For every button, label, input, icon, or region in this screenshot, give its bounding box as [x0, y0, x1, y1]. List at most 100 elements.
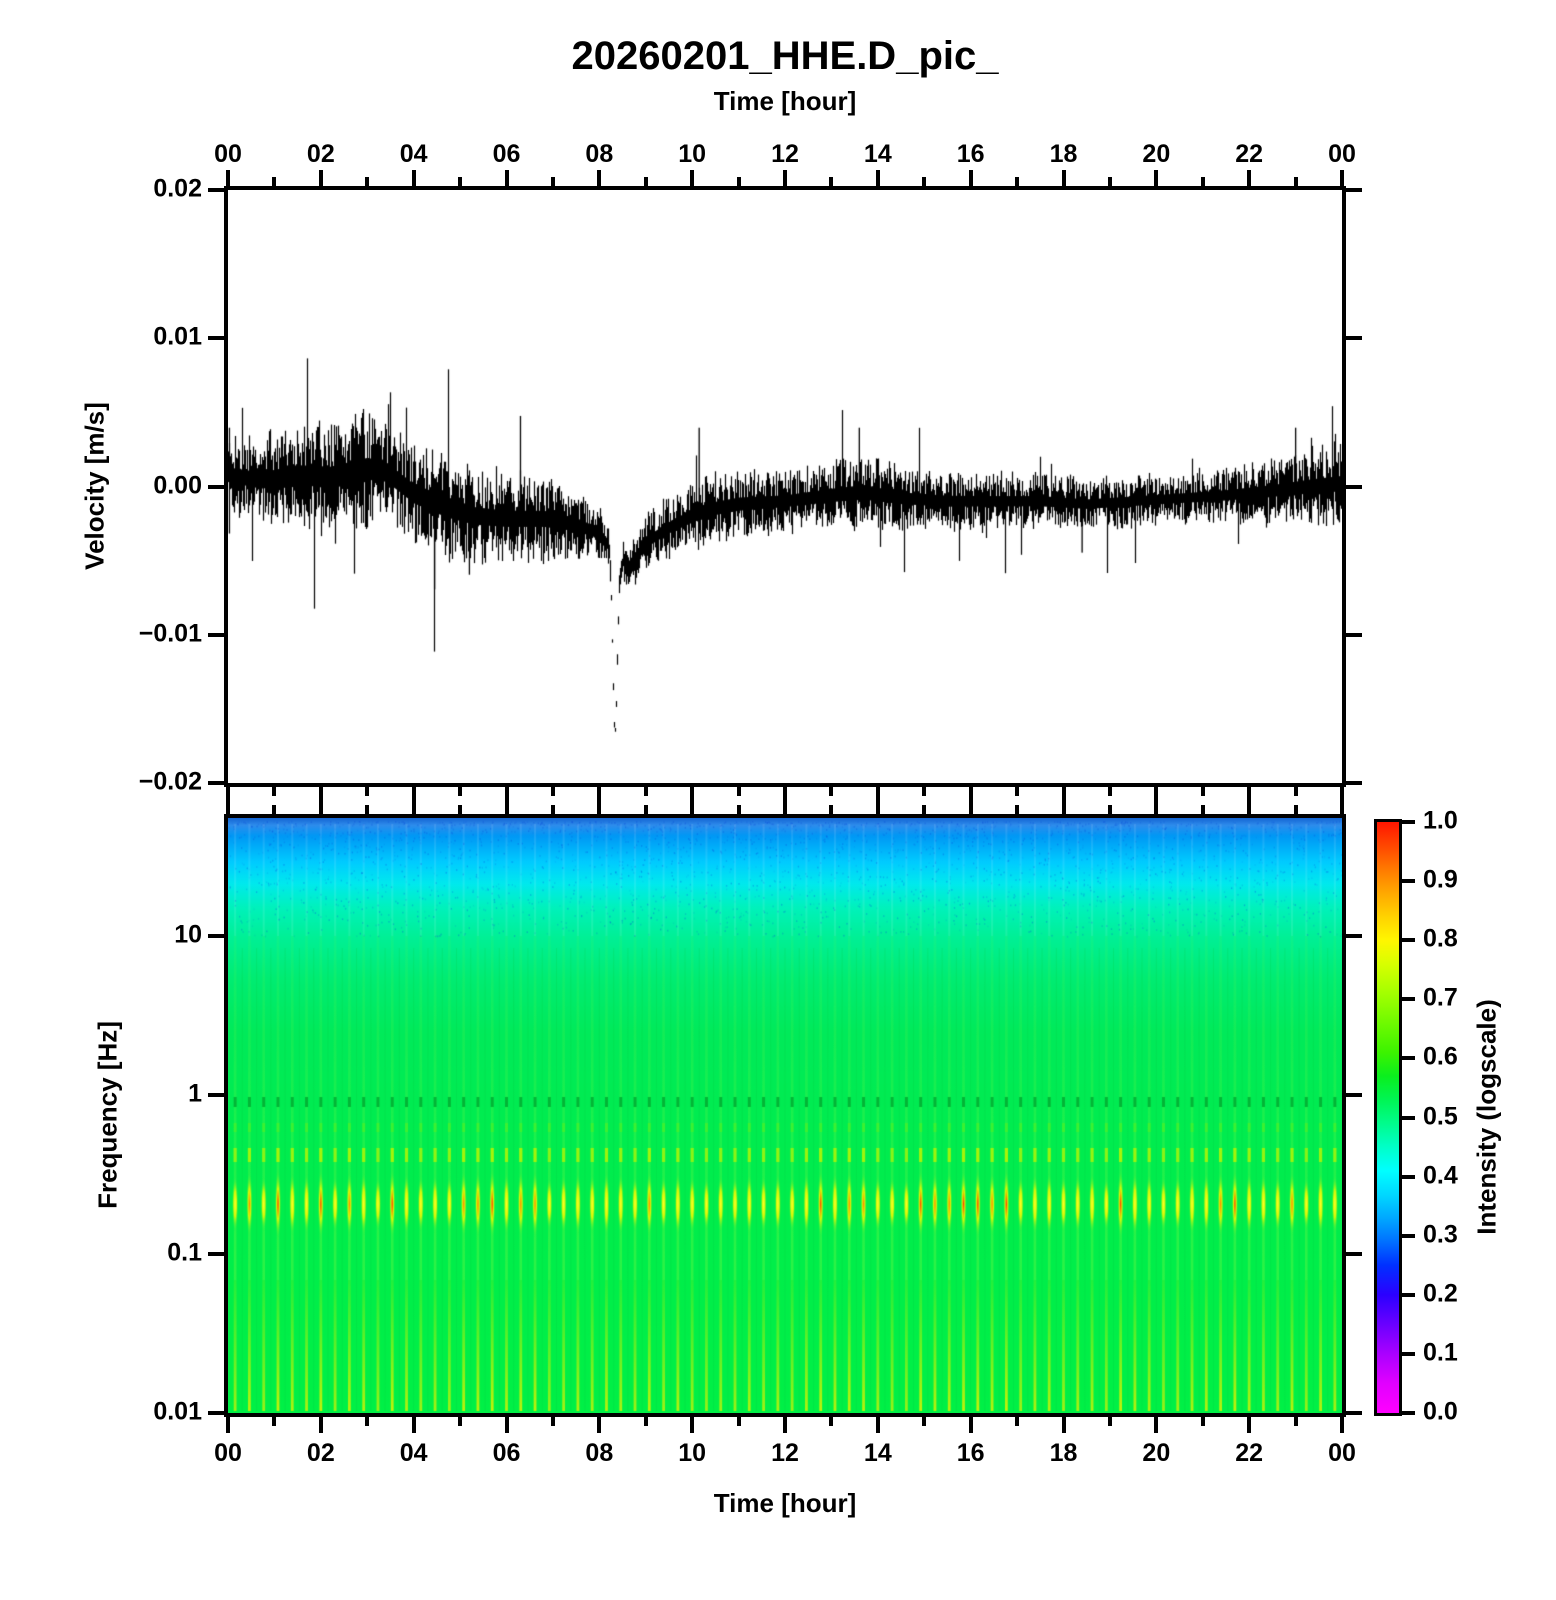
axis-tick: [318, 798, 323, 814]
axis-tick: [1200, 805, 1205, 814]
axis-tick: [1346, 188, 1362, 192]
axis-tick: [1293, 1417, 1298, 1426]
bottom-axis-tick-label: 00: [1328, 1439, 1356, 1467]
axis-tick: [1340, 170, 1344, 186]
axis-tick: [875, 798, 880, 814]
axis-tick: [922, 177, 927, 186]
axis-tick: [829, 177, 834, 186]
axis-tick: [318, 170, 323, 186]
top-axis-tick-label: 12: [771, 140, 799, 168]
axis-tick: [318, 787, 323, 803]
axis-tick: [875, 170, 880, 186]
axis-tick: [1015, 805, 1020, 814]
colorbar-tick-label: 0.4: [1423, 1160, 1458, 1189]
axis-tick: [1107, 805, 1112, 814]
intensity-colorbar: [1374, 819, 1402, 1416]
colorbar-tick-label: 0.0: [1423, 1397, 1458, 1426]
axis-tick: [783, 1417, 787, 1433]
axis-tick: [1061, 787, 1066, 803]
frequency-tick-label: 0.01: [153, 1397, 202, 1426]
axis-tick: [1154, 170, 1159, 186]
axis-tick: [643, 177, 648, 186]
axis-tick: [690, 798, 695, 814]
axis-tick: [208, 1252, 224, 1256]
bottom-axis-tick-label: 14: [863, 1439, 892, 1467]
axis-tick: [1402, 1292, 1415, 1297]
axis-tick: [597, 170, 602, 186]
bottom-axis-tick-label: 06: [492, 1439, 521, 1467]
velocity-tick-label: 0.01: [153, 322, 202, 351]
axis-tick: [643, 805, 648, 814]
axis-tick: [875, 787, 880, 803]
axis-tick: [1200, 787, 1205, 796]
axis-tick: [458, 177, 463, 186]
axis-tick: [458, 805, 463, 814]
axis-tick: [1402, 1411, 1415, 1415]
axis-tick: [1340, 787, 1344, 803]
velocity-tick-label: −0.02: [138, 767, 202, 796]
axis-tick: [208, 1093, 224, 1097]
figure-title: 20260201_HHE.D_pic_: [571, 34, 999, 78]
axis-tick: [736, 787, 741, 796]
top-time-axis-title: Time [hour]: [713, 86, 857, 116]
axis-tick: [736, 1417, 741, 1426]
axis-tick: [1402, 1233, 1415, 1238]
axis-tick: [1061, 170, 1066, 186]
axis-tick: [208, 484, 224, 489]
axis-tick: [550, 177, 555, 186]
axis-tick: [1247, 170, 1252, 186]
axis-tick: [690, 1417, 695, 1433]
axis-tick: [1346, 781, 1362, 785]
axis-tick: [226, 787, 230, 803]
axis-tick: [829, 805, 834, 814]
axis-tick: [208, 632, 224, 637]
spectrogram-canvas: [228, 818, 1342, 1413]
axis-tick: [1346, 632, 1362, 637]
axis-tick: [968, 787, 973, 803]
colorbar-tick-label: 0.5: [1423, 1101, 1458, 1130]
axis-tick: [1402, 879, 1415, 884]
axis-tick: [922, 787, 927, 796]
bottom-time-axis-title: Time [hour]: [713, 1488, 857, 1518]
axis-tick: [458, 1417, 463, 1426]
axis-tick: [208, 934, 224, 938]
axis-tick: [272, 1417, 277, 1426]
axis-tick: [365, 1417, 370, 1426]
axis-tick: [1015, 1417, 1020, 1426]
velocity-tick-label: 0.00: [153, 470, 202, 499]
axis-tick: [318, 1417, 323, 1433]
axis-tick: [1154, 787, 1159, 803]
axis-tick: [1402, 1351, 1415, 1356]
top-axis-tick-label: 18: [1049, 140, 1078, 168]
colorbar-tick-label: 0.3: [1423, 1220, 1458, 1249]
axis-tick: [411, 787, 416, 803]
seismogram-canvas: [228, 190, 1342, 783]
axis-tick: [365, 787, 370, 796]
axis-tick: [1402, 997, 1415, 1002]
axis-tick: [1154, 1417, 1159, 1433]
axis-tick: [783, 787, 787, 803]
axis-tick: [208, 188, 224, 192]
axis-tick: [1247, 798, 1252, 814]
axis-tick: [1293, 805, 1298, 814]
axis-tick: [1402, 1115, 1415, 1120]
axis-tick: [504, 798, 509, 814]
axis-tick: [411, 170, 416, 186]
axis-tick: [875, 1417, 880, 1433]
frequency-tick-label: 0.1: [167, 1238, 202, 1267]
axis-tick: [365, 177, 370, 186]
axis-tick: [1154, 798, 1159, 814]
axis-tick: [504, 1417, 509, 1433]
axis-tick: [1346, 934, 1362, 938]
top-axis-tick-label: 04: [399, 140, 428, 168]
top-axis-tick-label: 20: [1142, 140, 1171, 168]
axis-tick: [1340, 798, 1344, 814]
axis-tick: [922, 1417, 927, 1426]
axis-tick: [272, 177, 277, 186]
axis-tick: [1200, 1417, 1205, 1426]
frequency-tick-label: 1: [188, 1079, 202, 1108]
axis-tick: [1402, 1056, 1415, 1061]
bottom-axis-tick-label: 18: [1049, 1439, 1078, 1467]
bottom-axis-tick-label: 02: [306, 1439, 335, 1467]
